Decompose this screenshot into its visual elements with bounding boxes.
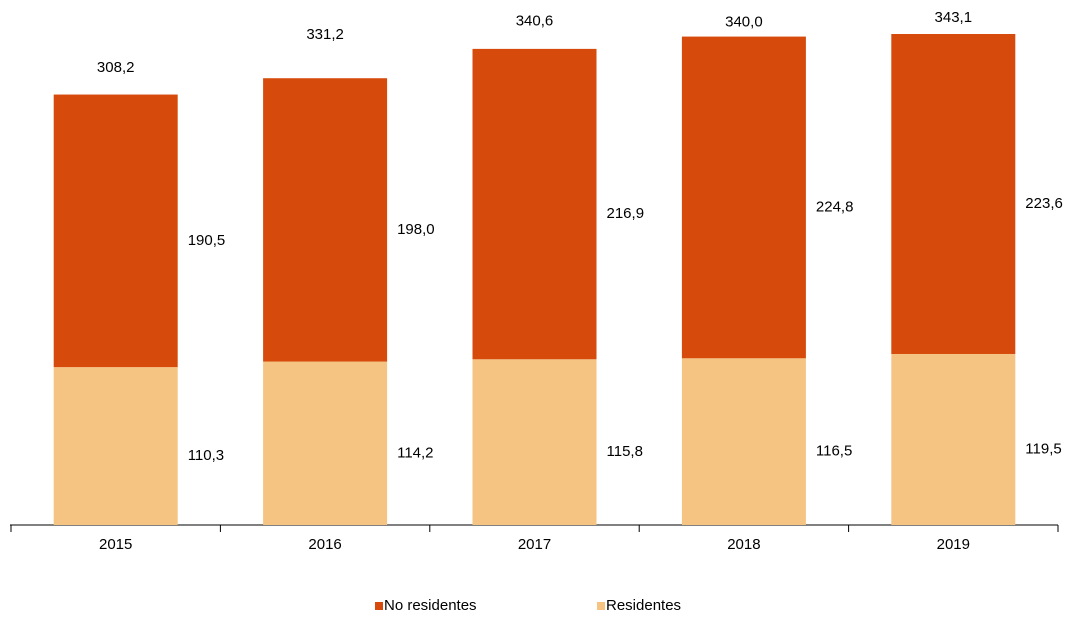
value-label: 116,5 [816,443,852,460]
total-label: 340,6 [516,13,554,30]
bar-segment [891,34,1016,354]
legend-label: Residentes [606,597,681,614]
bar-segment [53,367,178,525]
value-label: 198,0 [397,221,435,238]
value-label: 119,5 [1025,440,1061,457]
legend-swatch [597,602,605,610]
x-tick-label: 2015 [99,536,132,553]
value-label: 190,5 [188,232,226,249]
total-label: 308,2 [97,59,135,76]
bar-segment [472,48,597,360]
bar-segment [472,359,597,525]
value-label: 115,8 [607,443,643,460]
x-tick-label: 2018 [727,536,760,553]
bar-segment [681,36,806,359]
value-label: 110,3 [188,447,224,464]
total-label: 340,0 [725,13,763,30]
legend-swatch [375,602,383,610]
bar-segment [681,358,806,525]
bar-segment [53,94,178,368]
total-label: 343,1 [935,9,973,26]
x-tick-label: 2016 [308,536,341,553]
bar-segment [263,361,388,525]
value-label: 216,9 [607,205,645,222]
value-label: 224,8 [816,198,854,215]
x-tick-label: 2017 [518,536,551,553]
bar-segment [263,78,388,362]
value-label: 223,6 [1025,195,1063,212]
bar-segment [891,353,1016,525]
total-label: 331,2 [306,26,344,43]
value-label: 114,2 [397,444,433,461]
x-tick-label: 2019 [937,536,970,553]
legend-label: No residentes [384,597,477,614]
